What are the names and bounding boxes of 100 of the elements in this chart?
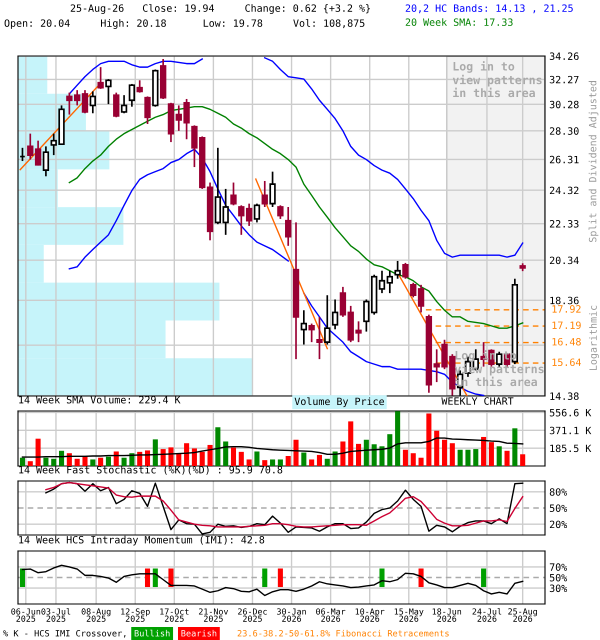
y-tick-label: 30.28 [550, 100, 579, 108]
candlestick [105, 78, 112, 105]
bar [114, 451, 119, 466]
bar [379, 446, 385, 466]
bar [98, 458, 104, 466]
x-tick-label: 21-Nov 2025 [198, 608, 228, 622]
y-tick-label: 28.30 [550, 127, 579, 135]
bar [122, 458, 127, 466]
bar [168, 447, 174, 466]
x-tick-label: 30-Jan 2026 [277, 608, 306, 622]
candlestick [230, 182, 237, 206]
bar [348, 421, 354, 466]
bar [324, 458, 330, 466]
bar [270, 459, 276, 466]
candlestick [332, 298, 338, 330]
y-tick-label: 26.31 [550, 156, 579, 164]
y-tick-label: 24.32 [550, 186, 578, 194]
candlestick [285, 206, 292, 247]
y-tick-label: 18.36 [550, 296, 579, 304]
candlestick [308, 322, 315, 343]
bar [74, 458, 80, 466]
bar [254, 451, 260, 466]
text: Bearish [181, 630, 216, 637]
candlestick [120, 94, 128, 114]
bar [20, 458, 26, 466]
bar [184, 443, 190, 466]
x-tick-label: 25-Aug 2026 [508, 608, 537, 622]
y-tick-label: 20.34 [550, 256, 579, 264]
bar [208, 444, 213, 466]
candlestick [128, 83, 136, 108]
text: WEEKLY CHART [441, 397, 514, 405]
bar [90, 459, 96, 466]
bar [286, 456, 291, 466]
bar [395, 411, 400, 466]
y-tick-label: 14.38 [550, 392, 579, 400]
x-tick-label: 26-Dec 2025 [238, 608, 267, 622]
ref-line-label: 17.92 [552, 305, 581, 313]
ref-line-label: 17.19 [552, 321, 581, 330]
candlestick [316, 316, 323, 360]
x-tick-label: 24-Jul 2026 [472, 608, 502, 622]
chart-title: 25-Aug-26 Close: 19.94 Change: 0.62 {+3.2 %} [70, 4, 370, 14]
bar [278, 459, 283, 466]
x-tick-label: 08-Aug 2025 [82, 608, 110, 622]
bar [364, 440, 369, 466]
x-tick-label: 06-Mar 2026 [316, 608, 346, 622]
candlestick [277, 204, 284, 220]
candlestick [42, 146, 50, 178]
x-tick-label: 15-May 2026 [394, 608, 424, 622]
candlestick [97, 66, 104, 90]
bar [51, 458, 56, 466]
candlestick [90, 90, 96, 114]
bar [192, 448, 197, 466]
bar [356, 444, 362, 466]
bar [160, 449, 166, 466]
bar [262, 460, 268, 466]
y-tick-label: 22.33 [550, 220, 579, 228]
candlestick [254, 202, 260, 224]
bar [402, 450, 408, 466]
bar [387, 434, 392, 466]
bar [106, 456, 111, 466]
bar [340, 441, 346, 466]
legend-title: % K - HCS IMI Crossover, [3, 630, 126, 638]
x-tick-label: 18-Jun 2026 [432, 608, 462, 622]
bar [481, 436, 486, 466]
text: Logarithmic [589, 306, 599, 370]
ref-line-label: 16.48 [552, 338, 581, 346]
bar [36, 438, 41, 466]
y-tick-label: 50% [550, 574, 568, 582]
x-tick-label: 10-Apr 2026 [356, 608, 384, 622]
bar [246, 459, 252, 466]
bar [43, 458, 48, 466]
y-tick-label: 30% [550, 584, 568, 592]
chart-title: 14 Week HCS Intraday Momentum (IMI): 42.8 [19, 536, 264, 546]
y-tick-label: 32.27 [550, 76, 579, 84]
bar [200, 452, 205, 466]
bar [465, 450, 470, 466]
y-tick-label: 80% [550, 488, 568, 496]
x-tick-label: 03-Jul 2025 [41, 608, 70, 622]
ref-line-label: 15.64 [552, 358, 581, 366]
bar [426, 414, 432, 466]
x-tick-label: 17-Oct 2025 [160, 608, 189, 622]
candlestick [269, 170, 276, 208]
bar [238, 452, 244, 466]
text: 20,2 HC Bands: 14.13 , 21.25 [406, 4, 573, 14]
bar [28, 461, 33, 466]
bar [458, 450, 463, 466]
bar [520, 454, 526, 466]
bar [301, 452, 306, 466]
bar [410, 453, 416, 466]
bar [450, 443, 455, 466]
candlestick [324, 294, 330, 346]
y-tick-label: 50% [550, 504, 568, 512]
bar [488, 442, 494, 466]
candlestick [394, 260, 401, 280]
text: Bullish [134, 630, 170, 637]
bar [293, 440, 299, 466]
y-tick-label: 185.5 K [550, 444, 592, 452]
line-series [22, 564, 524, 596]
y-tick-label: 20% [550, 520, 568, 528]
y-tick-label: 371.1 K [550, 426, 592, 434]
